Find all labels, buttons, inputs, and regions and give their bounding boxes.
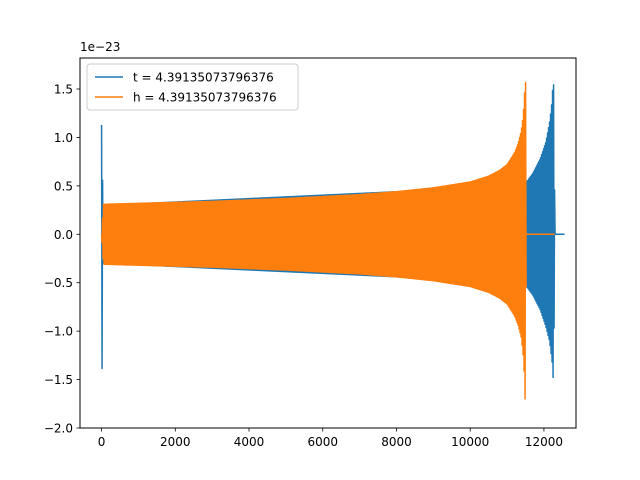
x-tick-label: 6000 [307,435,338,449]
legend: t = 4.39135073796376 h = 4.39135073796376 [86,63,299,111]
y-tick-label: −1.5 [44,373,73,387]
y-offset-text: 1e−23 [80,40,120,54]
x-tick-label: 0 [98,435,106,449]
plot-area [100,81,565,400]
y-tick-label: 1.0 [54,131,73,145]
y-tick-label: 0.5 [54,179,73,193]
y-tick-label: −0.5 [44,276,73,290]
legend-label: h = 4.39135073796376 [133,91,277,105]
series-h-line [100,81,527,400]
x-tick-label: 4000 [234,435,265,449]
y-tick-label: 0.0 [54,228,73,242]
axes-frame [79,57,577,429]
x-axis: 0 2000 4000 6000 8000 10000 12000 [98,428,563,449]
x-tick-label: 8000 [381,435,412,449]
series-layer [100,81,565,400]
legend-label: t = 4.39135073796376 [133,71,274,85]
x-tick-label: 10000 [451,435,489,449]
y-axis: −2.0 −1.5 −1.0 −0.5 0.0 0.5 1.0 1.5 [44,82,80,436]
x-tick-label: 12000 [525,435,563,449]
legend-box [86,63,299,111]
y-tick-label: −2.0 [44,422,73,436]
x-tick-label: 2000 [160,435,191,449]
y-tick-label: 1.5 [54,82,73,96]
y-tick-label: −1.0 [44,325,73,339]
